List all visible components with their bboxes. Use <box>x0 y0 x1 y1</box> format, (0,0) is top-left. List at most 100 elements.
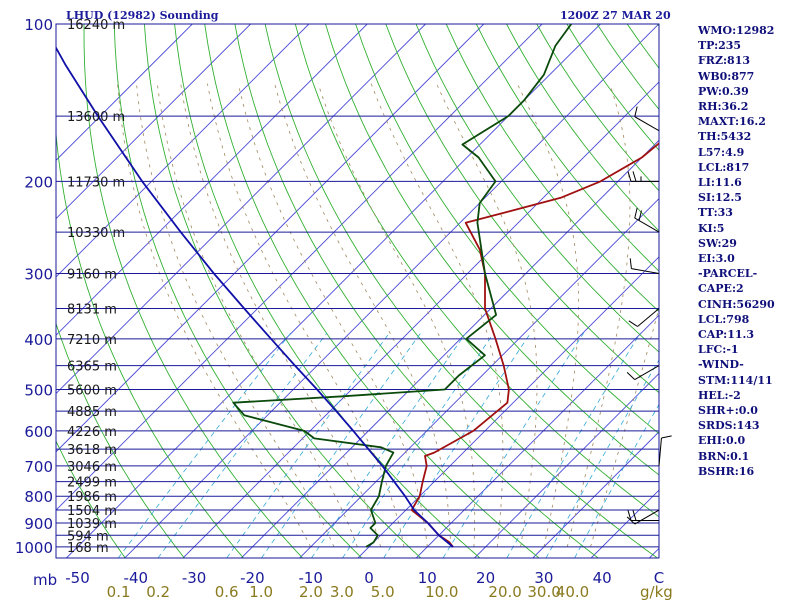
dewpoint-trace <box>232 24 573 548</box>
index-item: SHR+:0.0 <box>698 404 758 418</box>
index-item: EI:3.0 <box>698 252 735 266</box>
isotherm-line <box>56 24 485 453</box>
index-item: MAXT:16.2 <box>698 115 766 129</box>
pressure-tick-label: 900 <box>24 515 53 533</box>
pressure-tick-label: 400 <box>24 331 53 349</box>
height-label: 168 m <box>67 541 109 556</box>
isotherm-line <box>56 24 251 220</box>
isotherm-line <box>241 139 659 558</box>
temperature-tick-label: -40 <box>124 569 149 587</box>
wind-barb-staff <box>634 217 660 233</box>
height-label: 10330 m <box>67 226 125 241</box>
mixing-ratio-label: 30.0 <box>527 583 560 600</box>
wind-barb-feather <box>627 510 632 521</box>
moist-adiabat-line <box>156 83 358 548</box>
mixing-ratio-label: 0.6 <box>215 583 239 600</box>
pressure-tick-label: 800 <box>24 488 53 506</box>
index-item: LI:11.6 <box>698 176 742 190</box>
wind-barb-feather <box>661 435 672 439</box>
isotherm-line <box>56 24 310 278</box>
temperature-trace <box>410 142 659 548</box>
height-label: 3618 m <box>67 443 117 458</box>
pressure-units-label: mb <box>33 571 57 589</box>
wind-barb <box>627 171 659 182</box>
index-item: LCL:798 <box>698 312 750 326</box>
dry-adiabat-line <box>56 440 126 558</box>
index-item: SRDS:143 <box>698 419 760 433</box>
mixing-ratio-line <box>506 332 641 558</box>
pressure-tick-label: 600 <box>24 423 53 441</box>
dry-adiabat-line <box>113 24 363 558</box>
height-label: 1986 m <box>67 490 117 505</box>
mixing-ratio-label: 1.0 <box>249 583 273 600</box>
dry-adiabat-line <box>143 24 422 558</box>
wind-barb <box>658 435 672 466</box>
moist-adiabat-line <box>516 83 579 547</box>
mixing-ratio-label: 5.0 <box>371 583 395 600</box>
temperature-tick-label: -30 <box>182 569 207 587</box>
index-item: BSHR:16 <box>698 464 755 478</box>
index-item: -WIND- <box>698 358 744 372</box>
mixing-ratio-line <box>261 332 422 558</box>
wind-barb-feather <box>627 171 632 182</box>
wind-barb-staff <box>658 437 662 466</box>
mixing-ratio-label: 0.2 <box>146 583 170 600</box>
wind-barb-feather <box>629 258 632 269</box>
plot-frame <box>55 23 660 559</box>
index-item: SI:12.5 <box>698 191 742 205</box>
height-label: 8131 m <box>67 303 117 318</box>
wind-barb-feather <box>632 510 637 521</box>
dry-adiabat-line <box>204 24 540 558</box>
mixing-ratio-label: 40.0 <box>556 583 589 600</box>
wind-barb-feather <box>626 372 636 380</box>
isotherm-line <box>56 24 193 161</box>
pressure-tick-label: 300 <box>24 265 53 283</box>
mixing-ratio-label: 20.0 <box>488 583 521 600</box>
height-label: 13600 m <box>67 110 125 125</box>
wind-barb-staff <box>634 365 660 381</box>
index-item: L57:4.9 <box>698 145 745 159</box>
index-item: LFC:-1 <box>698 343 739 357</box>
moist-adiabat-line <box>117 83 312 548</box>
moist-adiabat-line <box>590 306 659 548</box>
isotherm-line <box>124 24 659 558</box>
index-item: -PARCEL- <box>698 267 758 281</box>
parcel-trace <box>56 45 454 548</box>
index-item: TT:33 <box>698 206 733 220</box>
pressure-tick-label: 500 <box>24 382 53 400</box>
temperature-tick-label: -10 <box>298 569 323 587</box>
wind-barb <box>634 106 660 132</box>
temperature-tick-label: 40 <box>593 569 612 587</box>
index-item: CAP:11.3 <box>698 328 755 342</box>
dry-adiabat-line <box>325 24 659 476</box>
isotherm-line <box>415 314 659 558</box>
moist-adiabat-line <box>566 83 631 548</box>
mixing-ratio-line <box>117 332 291 558</box>
chart-title: LHUD (12982) Sounding <box>66 9 219 22</box>
height-label: 6365 m <box>67 360 117 375</box>
index-item: RH:36.2 <box>698 100 749 114</box>
moist-adiabat-line <box>370 83 504 547</box>
temperature-tick-label: 0 <box>364 569 374 587</box>
dry-adiabat-line <box>264 24 658 558</box>
wind-barb-staff <box>631 268 660 274</box>
height-label: 9160 m <box>67 267 117 282</box>
background-lines <box>56 24 659 558</box>
index-item: WMO:12982 <box>698 24 775 37</box>
dry-adiabat-line <box>445 24 659 313</box>
mixing-ratio-line <box>442 332 584 558</box>
mixing-ratio-line <box>311 332 467 558</box>
height-label: 2499 m <box>67 476 117 491</box>
height-label: 7210 m <box>67 333 117 348</box>
wind-barb-feather <box>638 210 642 221</box>
height-label: 3046 m <box>67 460 117 475</box>
moist-adiabat-line <box>237 83 428 547</box>
temperature-tick-label: 30 <box>534 569 553 587</box>
wind-barb-feather <box>634 207 638 219</box>
mixing-ratio-label: 3.0 <box>330 583 354 600</box>
temperature-unit-label: C <box>654 569 664 587</box>
wind-barb-staff <box>634 509 660 525</box>
wind-barb-feather <box>628 320 638 327</box>
height-label: 16240 m <box>67 18 125 33</box>
